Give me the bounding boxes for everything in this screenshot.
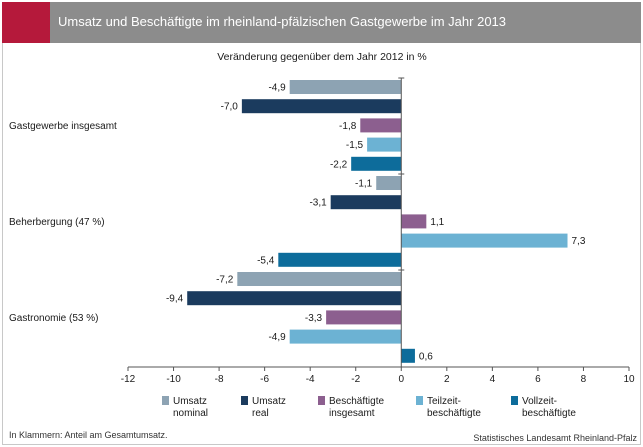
data-label: -4,9 xyxy=(268,332,286,343)
data-label: -7,2 xyxy=(216,275,234,286)
legend-swatch xyxy=(318,396,325,405)
bar-beherbergung-47-series-4 xyxy=(401,233,568,248)
data-label: -9,4 xyxy=(166,294,184,305)
legend-label: real xyxy=(252,408,269,419)
category-label: Beherbergung (47 %) xyxy=(9,217,105,228)
x-tick-label: -10 xyxy=(166,374,181,385)
chart-title: Umsatz und Beschäftigte im rheinland-pfä… xyxy=(58,14,507,29)
legend-label: beschäftigte xyxy=(427,408,481,419)
bar-gastgewerbe-insgesamt-series-2 xyxy=(241,99,402,114)
data-label: -2,2 xyxy=(330,159,348,170)
bar-beherbergung-47-series-3 xyxy=(401,214,427,229)
chart-header: Umsatz und Beschäftigte im rheinland-pfä… xyxy=(2,2,641,43)
x-tick-label: 2 xyxy=(444,374,450,385)
bar-gastronomie-53-series-4 xyxy=(289,329,402,344)
x-tick-label: -8 xyxy=(215,374,224,385)
legend-swatch xyxy=(162,396,169,405)
bar-gastgewerbe-insgesamt-series-1 xyxy=(289,80,402,94)
x-tick-label: 10 xyxy=(623,374,635,385)
bar-gastgewerbe-insgesamt-series-5 xyxy=(351,156,402,171)
legend-swatch xyxy=(511,396,518,405)
source-note: Statistisches Landesamt Rheinland-Pfalz xyxy=(473,433,637,443)
legend-label: Vollzeit- xyxy=(522,396,557,407)
bar-beherbergung-47-series-2 xyxy=(330,195,402,210)
legend-label: Umsatz xyxy=(173,396,207,407)
x-tick-label: 8 xyxy=(581,374,587,385)
data-label: 0,6 xyxy=(419,351,433,362)
legend-swatch xyxy=(416,396,423,405)
x-tick-label: 0 xyxy=(398,374,404,385)
x-tick-label: -4 xyxy=(306,374,315,385)
data-label: -3,1 xyxy=(309,198,327,209)
bar-beherbergung-47-series-5 xyxy=(278,252,402,267)
category-label: Gastronomie (53 %) xyxy=(9,313,98,324)
bar-gastronomie-53-series-3 xyxy=(326,310,402,325)
x-tick-label: -2 xyxy=(351,374,360,385)
legend-swatch xyxy=(241,396,248,405)
legend-label: Umsatz xyxy=(252,396,286,407)
data-label: 7,3 xyxy=(572,236,586,247)
data-label: -5,4 xyxy=(257,255,275,266)
legend-label: insgesamt xyxy=(329,408,375,419)
footnote: In Klammern: Anteil am Gesamtumsatz. xyxy=(9,430,168,440)
legend-label: Beschäftigte xyxy=(329,396,384,407)
x-tick-label: -12 xyxy=(121,374,136,385)
bar-beherbergung-47-series-1 xyxy=(376,176,402,190)
data-label: -1,5 xyxy=(346,140,364,151)
bar-gastronomie-53-series-1 xyxy=(237,272,402,286)
chart-subtitle: Veränderung gegenüber dem Jahr 2012 in % xyxy=(217,51,427,63)
bar-gastronomie-53-series-5 xyxy=(401,348,415,363)
x-tick-label: 4 xyxy=(490,374,496,385)
bar-gastgewerbe-insgesamt-series-4 xyxy=(367,137,402,152)
header-accent xyxy=(2,2,50,43)
data-label: 1,1 xyxy=(430,217,444,228)
data-label: -3,3 xyxy=(305,313,323,324)
x-tick-label: -6 xyxy=(260,374,269,385)
legend-label: nominal xyxy=(173,408,208,419)
data-label: -1,8 xyxy=(339,121,357,132)
bar-gastgewerbe-insgesamt-series-3 xyxy=(360,118,402,133)
legend-label: beschäftigte xyxy=(522,408,576,419)
data-label: -1,1 xyxy=(355,179,373,190)
data-label: -7,0 xyxy=(221,102,239,113)
data-label: -4,9 xyxy=(268,83,286,94)
bar-gastronomie-53-series-2 xyxy=(187,291,402,306)
x-tick-label: 6 xyxy=(535,374,541,385)
category-label: Gastgewerbe insgesamt xyxy=(9,121,117,132)
legend-label: Teilzeit- xyxy=(427,396,461,407)
